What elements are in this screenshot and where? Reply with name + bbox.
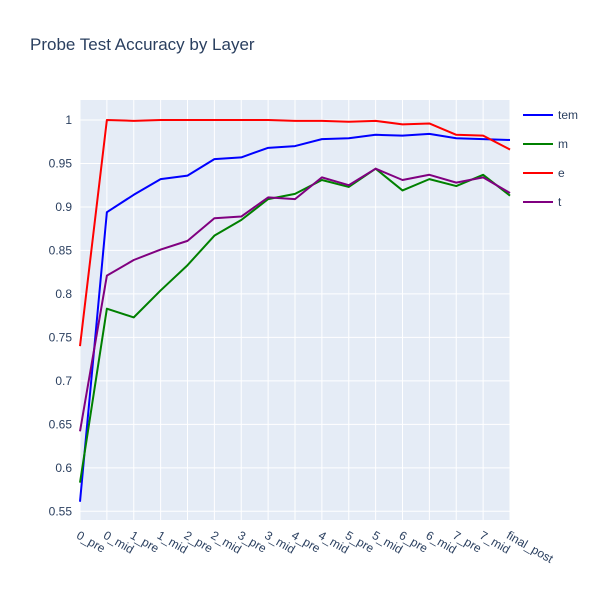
x-tick-label: 6_mid [423, 528, 458, 556]
x-axis-ticks: 0_pre0_mid1_pre1_mid2_pre2_mid3_pre3_mid… [74, 528, 556, 566]
y-tick-label: 0.85 [49, 243, 73, 257]
grid [79, 100, 511, 520]
y-tick-label: 0.95 [49, 156, 73, 170]
x-tick-label: 0_pre [74, 528, 108, 556]
y-axis-ticks: 0.55 0.6 0.65 0.7 0.75 0.8 0.85 0.9 0.95 1 [49, 113, 73, 518]
x-tick-label: final_post [504, 528, 556, 566]
x-tick-label: 3_pre [235, 528, 269, 556]
y-tick-label: 0.75 [49, 330, 73, 344]
series-line-t [79, 167, 511, 432]
legend-label: m [558, 137, 568, 151]
x-tick-label: 3_mid [262, 528, 297, 556]
x-tick-label: 4_mid [316, 528, 351, 556]
y-tick-label: 0.9 [55, 200, 72, 214]
x-tick-label: 1_pre [128, 528, 162, 556]
x-tick-label: 5_mid [370, 528, 405, 556]
y-tick-label: 0.6 [55, 461, 72, 475]
y-tick-label: 0.55 [49, 504, 73, 518]
series-line-tem [79, 132, 511, 502]
x-tick-label: 4_pre [289, 528, 323, 556]
legend-label: tem [558, 108, 578, 122]
y-tick-label: 1 [65, 113, 72, 127]
x-tick-label: 7_mid [477, 528, 512, 556]
x-tick-label: 0_mid [101, 528, 136, 556]
y-tick-label: 0.8 [55, 287, 72, 301]
y-tick-label: 0.7 [55, 374, 72, 388]
x-tick-label: 6_pre [397, 528, 431, 556]
chart-title: Probe Test Accuracy by Layer [30, 35, 255, 54]
x-tick-label: 5_pre [343, 528, 377, 556]
x-tick-label: 7_pre [450, 528, 484, 556]
series-line-m [79, 167, 511, 483]
y-tick-label: 0.65 [49, 417, 73, 431]
series-line-e [79, 119, 511, 347]
legend: tem m e t [523, 108, 578, 209]
x-tick-label: 1_mid [155, 528, 190, 556]
x-tick-label: 2_pre [182, 528, 216, 556]
x-tick-label: 2_mid [208, 528, 243, 556]
legend-label: t [558, 195, 562, 209]
series-lines [79, 119, 511, 502]
legend-label: e [558, 166, 565, 180]
